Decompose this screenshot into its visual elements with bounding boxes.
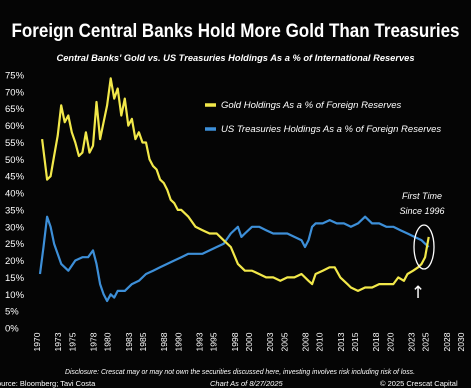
series-line-gold (41, 77, 430, 292)
annotation-line-2: Since 1996 (399, 206, 444, 216)
y-tick-label: 75% (5, 71, 25, 82)
annotation-line-1: First Time (402, 191, 442, 201)
y-tick-label: 10% (5, 290, 25, 301)
x-tick-label: 1985 (138, 332, 148, 351)
y-tick-label: 0% (5, 324, 19, 335)
x-tick-label: 2030 (456, 332, 466, 351)
highlight-ellipse (413, 224, 435, 270)
y-tick-label: 5% (5, 307, 19, 318)
x-tick-label: 2020 (385, 332, 395, 351)
x-tick-label: 2023 (407, 332, 417, 351)
y-tick-label: 55% (5, 138, 25, 149)
legend: Gold Holdings As a % of Foreign Reserves… (205, 100, 441, 135)
y-tick-label: 50% (5, 155, 25, 166)
chart-subtitle: Central Banks' Gold vs. US Treasuries Ho… (57, 53, 415, 63)
y-tick-label: 65% (5, 104, 25, 115)
chart-title: Foreign Central Banks Hold More Gold Tha… (12, 20, 460, 42)
x-tick-label: 1970 (32, 332, 42, 351)
x-tick-label: 1995 (209, 332, 219, 351)
x-tick-label: 2015 (350, 332, 360, 351)
x-tick-label: 2010 (315, 332, 325, 351)
x-tick-label: 2025 (421, 332, 431, 351)
x-tick-label: 1993 (195, 332, 205, 351)
y-tick-label: 25% (5, 239, 25, 250)
y-tick-label: 60% (5, 121, 25, 132)
x-tick-label: 2013 (336, 332, 346, 351)
y-tick-label: 15% (5, 273, 25, 284)
annotation: First Time Since 1996 ↑ (399, 191, 444, 303)
x-tick-label: 2003 (265, 332, 275, 351)
x-tick-label: 1973 (53, 332, 63, 351)
x-tick-label: 1975 (67, 332, 77, 351)
x-tick-label: 1983 (124, 332, 134, 351)
y-tick-label: 70% (5, 87, 25, 98)
y-tick-label: 35% (5, 205, 25, 216)
x-tick-label: 2000 (244, 332, 254, 351)
x-tick-label: 2028 (442, 332, 452, 351)
y-tick-label: 20% (5, 256, 25, 267)
disclaimer: Disclosure: Crescat may or may not own t… (65, 369, 415, 376)
x-tick-label: 1988 (159, 332, 169, 351)
x-axis: 1970 1973 1975 1978 1980 1983 1985 1988 1990 1993… (32, 332, 466, 351)
plot-area (38, 77, 430, 303)
x-tick-label: 1990 (173, 332, 183, 351)
series-line-treasuries (38, 215, 430, 303)
chart-date: Chart As of 8/27/2025 (210, 379, 284, 388)
y-tick-label: 30% (5, 222, 25, 233)
x-tick-label: 1998 (230, 332, 240, 351)
source-note: Source: Bloomberg; Tavi Costa (0, 379, 96, 388)
x-tick-label: 2005 (279, 332, 289, 351)
x-tick-label: 1978 (89, 332, 99, 351)
y-tick-label: 45% (5, 172, 25, 183)
y-tick-label: 40% (5, 189, 25, 200)
x-tick-label: 1980 (103, 332, 113, 351)
legend-label-treasuries: US Treasuries Holdings As a % of Foreign… (221, 124, 441, 135)
annotation-arrow: ↑ (411, 283, 425, 303)
x-tick-label: 2018 (371, 332, 381, 351)
x-tick-label: 2008 (301, 332, 311, 351)
y-axis: 0% 5% 10% 15% 20% 25% 30% 35% 40% 45% 50% 55% 60% 65%… (5, 71, 25, 335)
legend-label-gold: Gold Holdings As a % of Foreign Reserves (221, 100, 401, 111)
copyright: © 2025 Crescat Capital (380, 379, 458, 388)
